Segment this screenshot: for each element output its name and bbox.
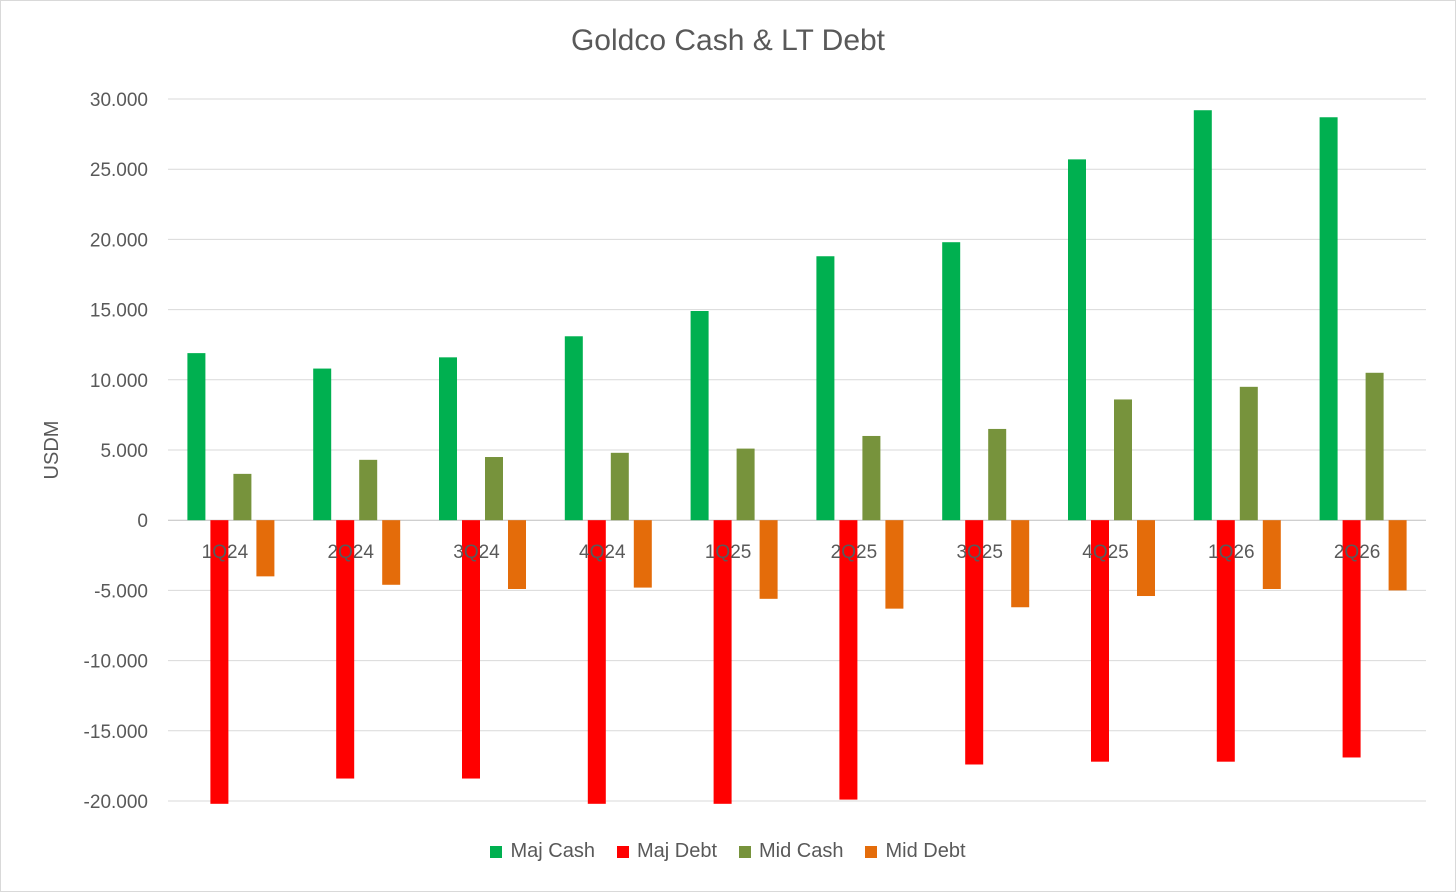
- x-category-label: 3Q24: [453, 542, 500, 563]
- gridlines: [168, 98, 1426, 802]
- legend-label: Mid Cash: [759, 840, 844, 862]
- x-category-label: 4Q25: [1082, 542, 1128, 563]
- x-category-label: 1Q25: [705, 542, 751, 563]
- bar-mid-cash: [1239, 386, 1258, 521]
- bar-mid-debt: [633, 520, 652, 588]
- bar-maj-debt: [462, 520, 480, 779]
- bar-maj-debt: [1342, 520, 1361, 758]
- y-tick-label: -5.000: [94, 581, 148, 602]
- bar-maj-debt: [1216, 520, 1235, 762]
- y-tick-label: 20.000: [90, 230, 148, 251]
- bar-mid-debt: [508, 520, 526, 589]
- bar-maj-cash: [1319, 117, 1338, 521]
- x-category-labels: 1Q24 2Q24 3Q24 4Q24 1Q25 2Q25 3Q25 4Q25 1Q26 2Q26: [202, 542, 1381, 563]
- y-tick-labels: 30.000 25.000 20.000 15.000 10.000 5.000 0 -5.0…: [84, 90, 148, 813]
- legend-swatch: [739, 845, 751, 858]
- bars: [187, 110, 1407, 804]
- bar-mid-debt: [1011, 520, 1030, 608]
- x-category-label: 1Q26: [1208, 542, 1254, 563]
- legend-swatch: [490, 845, 503, 858]
- bar-maj-debt: [839, 520, 858, 800]
- bar-mid-debt: [759, 520, 778, 599]
- bar-maj-cash: [690, 311, 709, 521]
- bar-mid-cash: [736, 448, 755, 521]
- chart-title: Goldco Cash & LT Debt: [570, 24, 886, 57]
- legend-item: Maj Cash: [490, 840, 595, 863]
- bar-maj-cash: [942, 242, 961, 521]
- bar-mid-cash: [1114, 399, 1132, 521]
- x-category-label: 2Q26: [1334, 542, 1380, 563]
- y-tick-label: 0: [137, 511, 148, 532]
- x-category-label: 1Q24: [202, 542, 249, 563]
- legend-swatch: [616, 845, 629, 858]
- bar-maj-cash: [187, 353, 206, 521]
- bar-maj-cash: [1193, 110, 1212, 521]
- x-category-label: 4Q24: [579, 542, 626, 563]
- bar-mid-cash: [359, 459, 378, 521]
- bar-mid-debt: [256, 520, 275, 577]
- bar-mid-debt: [1388, 520, 1407, 591]
- legend: Maj Cash Maj Debt Mid Cash Mid Debt: [0, 840, 1456, 863]
- legend-item: Maj Debt: [616, 840, 717, 863]
- y-tick-label: 15.000: [90, 301, 148, 322]
- y-tick-label: -15.000: [84, 722, 148, 743]
- bar-mid-cash: [485, 457, 503, 521]
- y-tick-label: -20.000: [84, 792, 148, 813]
- bar-maj-debt: [210, 520, 229, 804]
- x-category-label: 2Q25: [831, 542, 877, 563]
- legend-swatch: [865, 845, 878, 858]
- x-category-label: 2Q24: [327, 542, 374, 563]
- bar-maj-cash: [816, 256, 835, 521]
- y-axis-label: USDM: [41, 421, 63, 480]
- y-tick-label: 5.000: [100, 441, 148, 462]
- bar-maj-cash: [313, 368, 332, 521]
- legend-item: Mid Debt: [865, 840, 966, 863]
- bar-maj-debt: [713, 520, 732, 804]
- bar-mid-cash: [610, 452, 629, 521]
- bar-mid-cash: [988, 428, 1007, 521]
- bar-maj-cash: [1068, 159, 1086, 521]
- x-category-label: 3Q25: [956, 542, 1002, 563]
- bar-maj-debt: [965, 520, 984, 765]
- bar-mid-cash: [862, 435, 881, 521]
- y-tick-label: -10.000: [84, 652, 148, 673]
- legend-label: Mid Debt: [885, 840, 966, 862]
- legend-label: Maj Debt: [636, 840, 717, 862]
- y-tick-label: 10.000: [90, 371, 148, 392]
- bar-maj-debt: [1091, 520, 1109, 762]
- bar-mid-debt: [382, 520, 401, 585]
- legend-label: Maj Cash: [510, 840, 595, 862]
- bar-maj-cash: [439, 357, 457, 521]
- bar-maj-debt: [336, 520, 355, 779]
- bar-mid-debt: [1137, 520, 1155, 597]
- bar-maj-debt: [587, 520, 606, 804]
- bar-maj-cash: [564, 336, 583, 521]
- bar-mid-cash: [233, 473, 252, 521]
- legend-item: Mid Cash: [739, 840, 843, 863]
- bar-mid-cash: [1365, 372, 1384, 521]
- y-tick-label: 30.000: [90, 90, 148, 111]
- bar-mid-debt: [885, 520, 904, 609]
- bar-mid-debt: [1262, 520, 1281, 589]
- y-tick-label: 25.000: [90, 160, 148, 181]
